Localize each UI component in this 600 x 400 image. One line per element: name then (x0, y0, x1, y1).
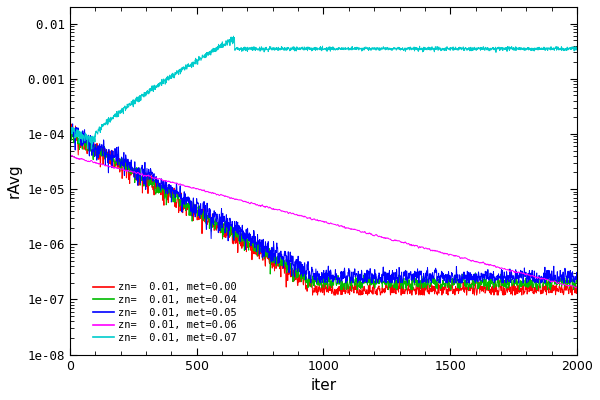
zn=  0.01, met=0.00 (68, 122, 75, 126)
zn=  0.01, met=0.07 (484, 48, 491, 52)
Line: zn=  0.01, met=0.05: zn= 0.01, met=0.05 (70, 124, 577, 283)
zn=  0.01, met=0.04 (112, 160, 119, 165)
zn=  0.01, met=0.05 (94, 150, 101, 155)
zn=  0.01, met=0.05 (112, 149, 119, 154)
zn=  0.01, met=0.07 (230, 34, 237, 38)
zn=  0.01, met=0.04 (574, 280, 581, 285)
Line: zn=  0.01, met=0.07: zn= 0.01, met=0.07 (70, 36, 577, 149)
X-axis label: iter: iter (310, 378, 337, 393)
zn=  0.01, met=0.00 (78, 135, 85, 140)
zn=  0.01, met=0.00 (255, 244, 262, 248)
zn=  0.01, met=0.04 (371, 285, 379, 290)
zn=  0.01, met=0.07 (112, 111, 119, 116)
zn=  0.01, met=0.05 (484, 267, 491, 272)
zn=  0.01, met=0.00 (371, 289, 379, 294)
zn=  0.01, met=0.06 (66, 153, 73, 158)
Line: zn=  0.01, met=0.04: zn= 0.01, met=0.04 (70, 124, 577, 290)
zn=  0.01, met=0.00 (94, 144, 101, 149)
zn=  0.01, met=0.05 (78, 133, 85, 138)
zn=  0.01, met=0.06 (112, 165, 119, 170)
zn=  0.01, met=0.00 (463, 293, 470, 298)
zn=  0.01, met=0.00 (66, 130, 73, 135)
zn=  0.01, met=0.05 (66, 128, 73, 133)
Y-axis label: rAvg: rAvg (7, 164, 22, 198)
zn=  0.01, met=0.04 (77, 138, 85, 143)
zn=  0.01, met=0.00 (574, 284, 581, 288)
zn=  0.01, met=0.07 (77, 133, 85, 138)
zn=  0.01, met=0.05 (255, 241, 262, 246)
zn=  0.01, met=0.05 (371, 280, 379, 285)
zn=  0.01, met=0.07 (94, 132, 101, 136)
zn=  0.01, met=0.05 (349, 280, 356, 285)
Line: zn=  0.01, met=0.06: zn= 0.01, met=0.06 (70, 156, 577, 288)
Legend: zn=  0.01, met=0.00, zn=  0.01, met=0.04, zn=  0.01, met=0.05, zn=  0.01, met=0.: zn= 0.01, met=0.00, zn= 0.01, met=0.04, … (90, 279, 240, 346)
zn=  0.01, met=0.04 (255, 244, 262, 249)
zn=  0.01, met=0.06 (255, 204, 262, 208)
zn=  0.01, met=0.06 (68, 153, 76, 158)
zn=  0.01, met=0.04 (484, 281, 491, 286)
zn=  0.01, met=0.06 (572, 285, 580, 290)
zn=  0.01, met=0.06 (574, 285, 581, 290)
Line: zn=  0.01, met=0.00: zn= 0.01, met=0.00 (70, 124, 577, 295)
zn=  0.01, met=0.07 (255, 46, 262, 51)
zn=  0.01, met=0.00 (484, 283, 491, 288)
zn=  0.01, met=0.06 (94, 161, 101, 166)
zn=  0.01, met=0.05 (69, 122, 76, 126)
zn=  0.01, met=0.04 (94, 156, 101, 160)
zn=  0.01, met=0.04 (385, 287, 392, 292)
zn=  0.01, met=0.07 (574, 47, 581, 52)
zn=  0.01, met=0.06 (78, 156, 85, 161)
zn=  0.01, met=0.00 (112, 158, 119, 163)
zn=  0.01, met=0.07 (88, 147, 95, 152)
zn=  0.01, met=0.07 (371, 46, 379, 51)
zn=  0.01, met=0.07 (66, 127, 73, 132)
zn=  0.01, met=0.04 (66, 122, 73, 127)
zn=  0.01, met=0.05 (574, 274, 581, 278)
zn=  0.01, met=0.06 (484, 262, 491, 267)
zn=  0.01, met=0.06 (371, 233, 379, 238)
